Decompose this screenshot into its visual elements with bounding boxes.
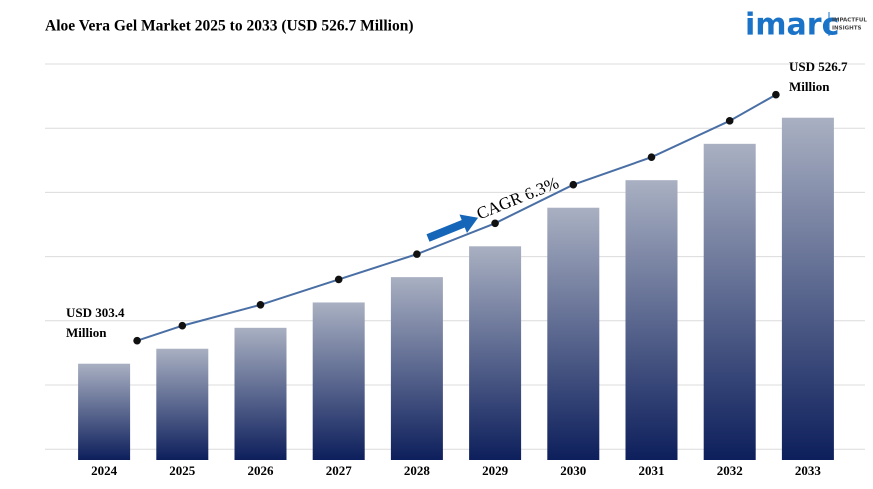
x-tick-label: 2024 [91, 463, 118, 478]
bar [781, 117, 834, 460]
end-annotation: USD 526.7 Million [789, 59, 848, 94]
x-tick-label: 2027 [326, 463, 353, 478]
bar [234, 327, 287, 460]
trend-point [725, 117, 734, 125]
logo-tagline: IMPACTFUL [832, 18, 867, 24]
chart-title: Aloe Vera Gel Market 2025 to 2033 (USD 5… [45, 18, 414, 35]
trend-point [569, 180, 578, 189]
bar [469, 246, 522, 460]
bar [78, 363, 131, 460]
trend-point [647, 153, 656, 161]
trend-line [136, 93, 777, 342]
logo-tagline: INSIGHTS [832, 26, 862, 32]
x-tick-label: 2025 [169, 463, 196, 478]
trend-point [413, 250, 421, 258]
logo-name: imarc [745, 8, 839, 43]
x-tick-label: 2028 [404, 463, 431, 478]
bar [156, 348, 209, 460]
bar [390, 277, 443, 460]
x-tick-label: 2031 [639, 463, 665, 478]
start-annotation: USD 303.4 Million [66, 305, 125, 340]
x-tick-label: 2029 [482, 463, 509, 478]
cagr-arrow [426, 214, 479, 242]
bar [703, 143, 756, 461]
bar [625, 180, 678, 460]
trend-point [772, 90, 780, 99]
trend-point [334, 275, 343, 284]
trend-point [178, 321, 187, 330]
trend-point [133, 336, 141, 345]
trend-point [491, 219, 499, 228]
x-tick-label: 2033 [795, 463, 822, 478]
x-tick-label: 2032 [717, 463, 743, 478]
bar [547, 207, 600, 460]
x-tick-label: 2026 [248, 463, 275, 478]
bar [312, 302, 365, 460]
trend-point [256, 301, 265, 309]
x-tick-label: 2030 [560, 463, 586, 478]
